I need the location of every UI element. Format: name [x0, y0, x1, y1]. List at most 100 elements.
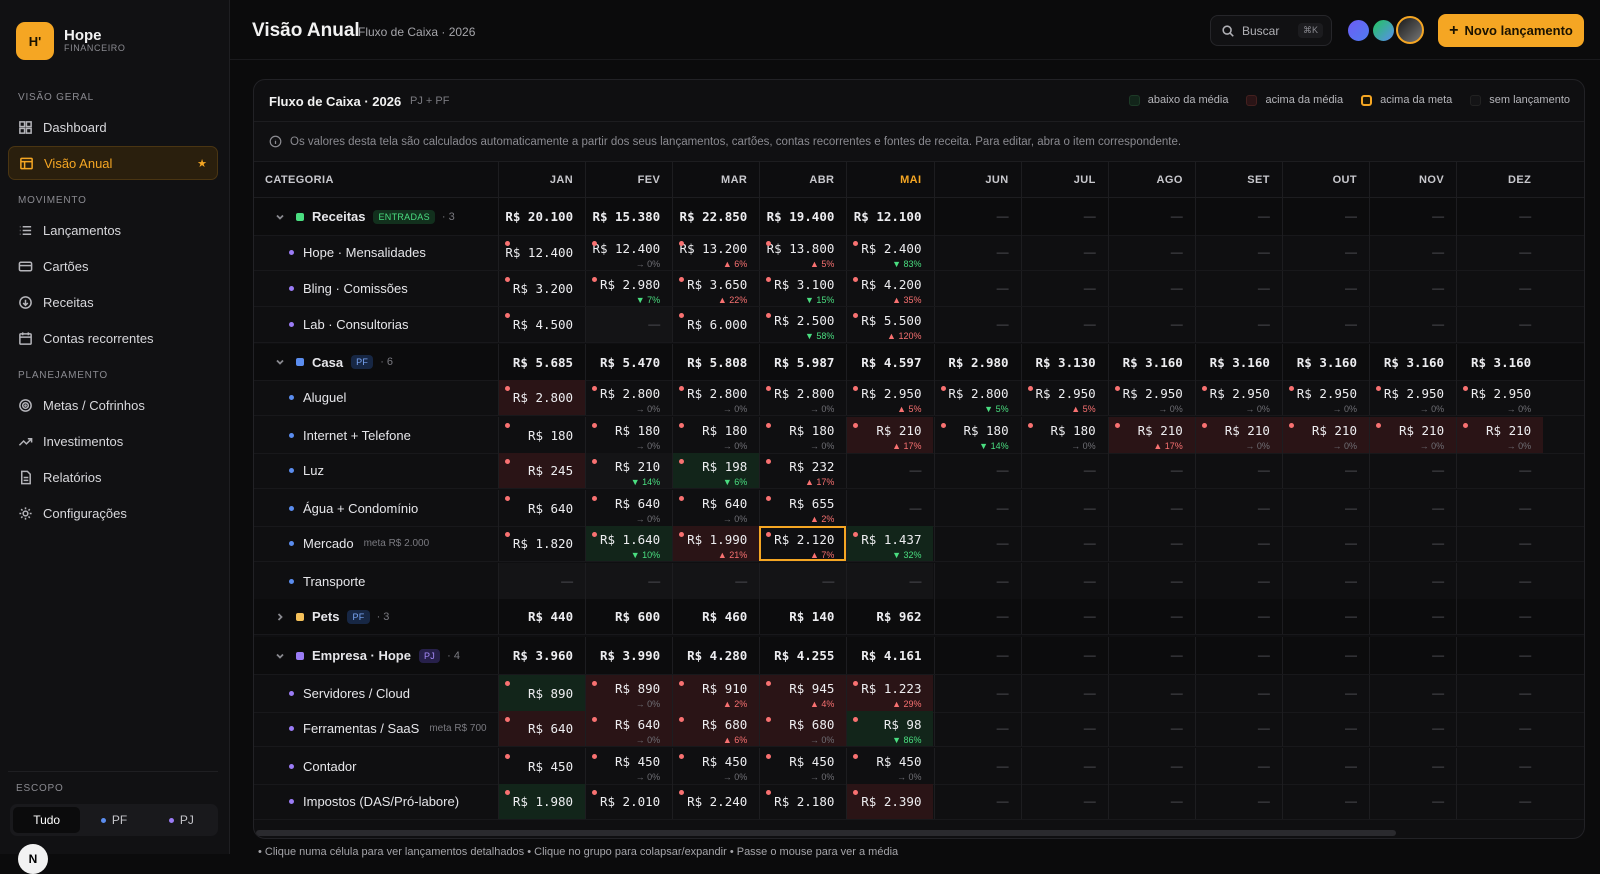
month-cell[interactable]: —	[1369, 198, 1456, 235]
month-cell[interactable]: R$ 210 ▼ 14%	[585, 453, 673, 488]
month-cell[interactable]: —	[1456, 453, 1543, 488]
month-cell[interactable]: —	[1020, 748, 1108, 784]
group-row[interactable]: Casa PF · 6 R$ 5.685 R$ 5.470 R$ 5.808 R$ 5.98…	[254, 344, 1584, 381]
month-cell[interactable]: —	[1194, 784, 1282, 819]
month-cell[interactable]: R$ 22.850	[672, 198, 759, 235]
table-row[interactable]: Aluguel R$ 2.800 R$ 2.800 → 0% R$ 2.800 → 0% R…	[254, 380, 1584, 416]
month-cell[interactable]: —	[1369, 599, 1456, 634]
month-cell[interactable]: —	[1369, 637, 1456, 674]
new-entry-button[interactable]: + Novo lançamento	[1438, 14, 1584, 47]
month-cell[interactable]: R$ 3.960	[498, 637, 585, 674]
group-row[interactable]: Pets PF · 3 R$ 440 R$ 600 R$ 460 R$ 140 R$ 962 —…	[254, 599, 1584, 635]
month-cell[interactable]: R$ 5.470	[585, 344, 672, 380]
month-cell[interactable]: R$ 180 → 0%	[585, 417, 672, 453]
month-cell[interactable]: —	[1281, 490, 1369, 526]
table-row[interactable]: Hope · Mensalidades R$ 12.400 R$ 12.400 → 0…	[254, 235, 1584, 271]
month-cell[interactable]: R$ 19.400	[759, 198, 846, 235]
month-cell[interactable]: R$ 12.100	[846, 198, 933, 235]
month-cell[interactable]: —	[672, 563, 760, 599]
chevron-down-icon[interactable]	[274, 650, 286, 662]
month-cell[interactable]: R$ 4.161	[846, 637, 933, 674]
month-cell[interactable]: —	[498, 563, 586, 599]
month-cell[interactable]: —	[933, 271, 1021, 306]
month-cell[interactable]: R$ 180 → 0%	[1020, 417, 1108, 453]
month-cell[interactable]: R$ 640 → 0%	[585, 490, 672, 526]
month-cell[interactable]: —	[1107, 637, 1195, 674]
month-cell[interactable]: —	[1369, 711, 1456, 746]
col-header-mar[interactable]: MAR	[672, 162, 759, 198]
search-input[interactable]: Buscar ⌘K	[1210, 15, 1332, 46]
month-cell[interactable]: —	[1107, 784, 1195, 819]
month-cell[interactable]: R$ 210 → 0%	[1194, 417, 1282, 453]
month-cell[interactable]: —	[1281, 235, 1369, 270]
col-header-fev[interactable]: FEV	[585, 162, 672, 198]
chevron-down-icon[interactable]	[274, 211, 286, 223]
month-cell[interactable]: —	[1107, 453, 1195, 488]
group-row[interactable]: Empresa · Hope PJ · 4 R$ 3.960 R$ 3.990 R$ 4.…	[254, 637, 1584, 675]
col-header-abr[interactable]: ABR	[759, 162, 846, 198]
month-cell[interactable]: R$ 3.160	[1281, 344, 1369, 380]
month-cell[interactable]: —	[1194, 748, 1282, 784]
sidebar-item-receitas[interactable]: Receitas	[8, 285, 218, 319]
month-cell[interactable]: —	[933, 235, 1021, 270]
month-cell[interactable]: R$ 890	[498, 675, 586, 712]
month-cell[interactable]: R$ 2.950 → 0%	[1107, 380, 1195, 415]
table-row[interactable]: Impostos (DAS/Pró-labore) R$ 1.980 R$ 2.01…	[254, 784, 1584, 820]
month-cell[interactable]: R$ 4.255	[759, 637, 846, 674]
month-cell[interactable]: R$ 2.980 ▼ 7%	[585, 271, 672, 306]
month-cell[interactable]: —	[1456, 271, 1543, 306]
month-cell[interactable]: R$ 440	[498, 599, 585, 634]
col-header-out[interactable]: OUT	[1281, 162, 1369, 198]
month-cell[interactable]: R$ 945 ▲ 4%	[759, 675, 847, 712]
month-cell[interactable]: R$ 4.500	[498, 307, 585, 342]
scope-pj[interactable]: PJ	[148, 807, 215, 833]
month-cell[interactable]: —	[1194, 490, 1282, 526]
month-cell[interactable]: —	[933, 563, 1021, 599]
month-cell[interactable]: —	[1281, 453, 1369, 488]
col-header-jul[interactable]: JUL	[1020, 162, 1108, 198]
month-cell[interactable]: R$ 1.640 ▼ 10%	[585, 526, 673, 561]
col-header-jun[interactable]: JUN	[933, 162, 1021, 198]
col-header-mai[interactable]: MAI	[846, 162, 933, 198]
month-cell[interactable]: R$ 3.160	[1369, 344, 1456, 380]
month-cell[interactable]: —	[846, 563, 934, 599]
month-cell[interactable]: R$ 4.200 ▲ 35%	[846, 271, 933, 306]
month-cell[interactable]: R$ 180 → 0%	[759, 417, 846, 453]
month-cell[interactable]: R$ 3.160	[1107, 344, 1195, 380]
month-cell[interactable]: —	[1020, 198, 1108, 235]
month-cell[interactable]: R$ 2.950 ▲ 5%	[846, 380, 933, 415]
col-header-jan[interactable]: JAN	[498, 162, 585, 198]
col-header-set[interactable]: SET	[1194, 162, 1282, 198]
month-cell[interactable]: R$ 3.990	[585, 637, 672, 674]
month-cell[interactable]: R$ 3.160	[1194, 344, 1282, 380]
month-cell[interactable]: R$ 1.980	[498, 784, 586, 819]
month-cell[interactable]: —	[1281, 307, 1369, 342]
month-cell[interactable]: —	[1020, 526, 1108, 561]
month-cell[interactable]: —	[1107, 748, 1195, 784]
table-row[interactable]: Ferramentas / SaaS meta R$ 700 R$ 640 R$ 64…	[254, 711, 1584, 747]
month-cell[interactable]: R$ 2.980	[933, 344, 1021, 380]
month-cell[interactable]: —	[1020, 675, 1108, 712]
month-cell[interactable]: R$ 5.685	[498, 344, 585, 380]
month-cell[interactable]: R$ 180 ▼ 14%	[933, 417, 1021, 453]
month-cell[interactable]: R$ 2.950 → 0%	[1281, 380, 1369, 415]
month-cell[interactable]: R$ 2.240	[672, 784, 759, 819]
month-cell[interactable]: R$ 640	[498, 490, 585, 526]
month-cell[interactable]: R$ 450 → 0%	[672, 748, 759, 784]
month-cell[interactable]: R$ 232 ▲ 17%	[759, 453, 846, 488]
sidebar-item-cartoes[interactable]: Cartões	[8, 249, 218, 283]
month-cell[interactable]: R$ 2.950 → 0%	[1369, 380, 1456, 415]
month-cell[interactable]: R$ 3.650 ▲ 22%	[672, 271, 759, 306]
month-cell[interactable]: R$ 655 ▲ 2%	[759, 490, 846, 526]
month-cell[interactable]: —	[1369, 748, 1456, 784]
month-cell[interactable]: R$ 2.120 ▲ 7%	[759, 526, 847, 561]
month-cell[interactable]: —	[1456, 235, 1543, 270]
month-cell[interactable]: —	[933, 784, 1021, 819]
month-cell[interactable]: R$ 12.400	[498, 235, 585, 270]
month-cell[interactable]: R$ 210 → 0%	[1369, 417, 1457, 453]
chevron-down-icon[interactable]	[274, 356, 286, 368]
month-cell[interactable]: R$ 6.000	[672, 307, 759, 342]
month-cell[interactable]: —	[1107, 711, 1195, 746]
month-cell[interactable]: R$ 2.800 → 0%	[585, 380, 672, 415]
month-cell[interactable]: —	[933, 526, 1021, 561]
